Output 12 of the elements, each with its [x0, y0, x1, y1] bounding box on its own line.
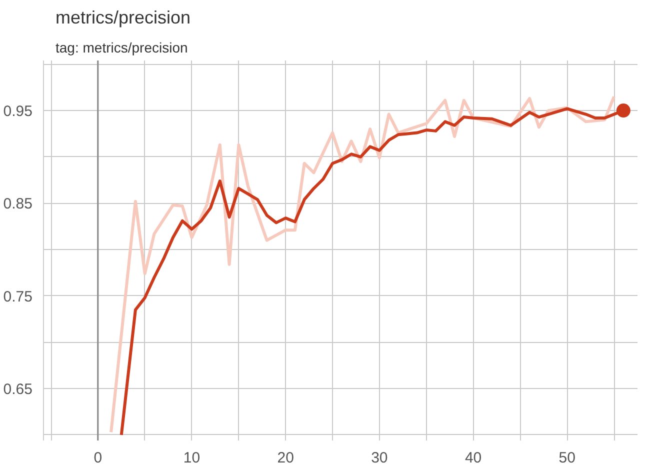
x-tick-label: 30: [371, 450, 388, 466]
chart-title: metrics/precision: [56, 8, 191, 28]
y-tick-label: 0.65: [3, 381, 33, 398]
x-tick-label: 40: [464, 450, 482, 466]
x-tick-label: 20: [277, 450, 294, 466]
y-tick-label: 0.75: [3, 288, 33, 306]
x-tick-label: 10: [183, 450, 200, 466]
x-tick-label: 50: [558, 450, 576, 466]
chart-subtitle: tag: metrics/precision: [56, 40, 188, 56]
y-tick-label: 0.85: [3, 196, 33, 213]
y-tick-label: 0.95: [3, 103, 33, 120]
x-tick-label: 0: [94, 450, 102, 466]
